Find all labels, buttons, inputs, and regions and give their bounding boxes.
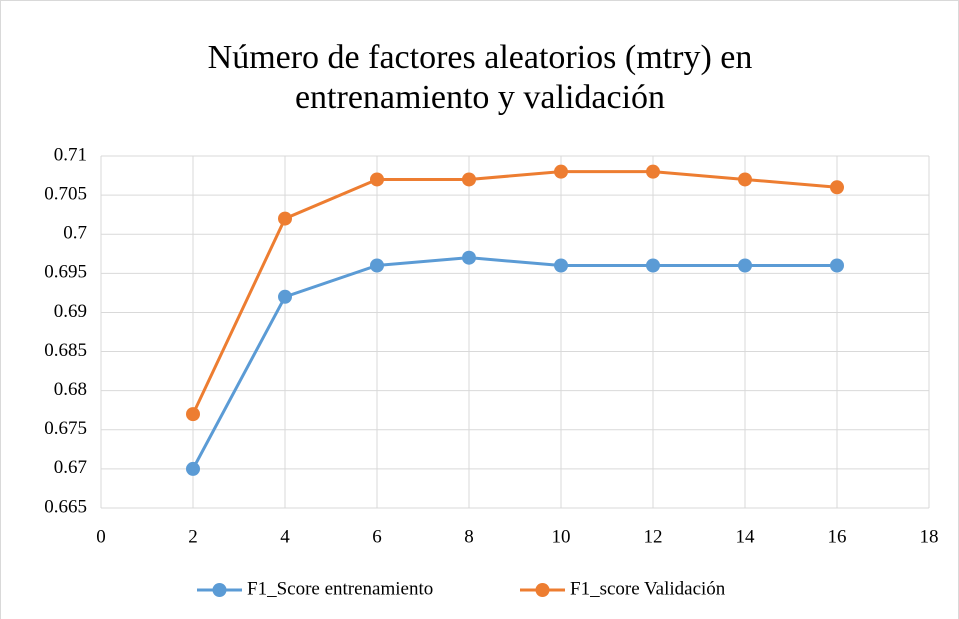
legend-label: F1_score Validación [570, 578, 726, 599]
data-point [462, 172, 476, 187]
data-point [278, 289, 292, 304]
y-tick-label: 0.69 [54, 301, 87, 322]
data-point [278, 211, 292, 226]
data-point [554, 164, 568, 179]
y-tick-label: 0.665 [44, 496, 87, 517]
data-point [186, 461, 200, 476]
data-point [370, 258, 384, 273]
data-point [830, 180, 844, 195]
y-tick-label: 0.685 [44, 340, 87, 361]
data-point [186, 407, 200, 422]
x-tick-label: 4 [280, 526, 290, 547]
chart-title: entrenamiento y validación [295, 79, 665, 116]
data-point [646, 164, 660, 179]
x-tick-label: 12 [644, 526, 663, 547]
series-line [191, 256, 837, 470]
data-point [738, 172, 752, 187]
legend-label: F1_Score entrenamiento [247, 578, 433, 599]
x-tick-label: 10 [552, 526, 571, 547]
y-tick-label: 0.67 [54, 457, 87, 478]
x-tick-label: 2 [188, 526, 198, 547]
y-tick-label: 0.68 [54, 379, 87, 400]
chart-title: Número de factores aleatorios (mtry) en [208, 39, 753, 76]
data-point [738, 258, 752, 273]
x-tick-label: 18 [920, 526, 939, 547]
x-tick-label: 16 [828, 526, 847, 547]
y-tick-label: 0.675 [44, 418, 87, 439]
x-tick-label: 6 [372, 526, 382, 547]
series-line [191, 170, 838, 415]
y-tick-label: 0.705 [44, 183, 87, 204]
y-tick-label: 0.71 [54, 144, 87, 165]
data-point [830, 258, 844, 273]
data-point [554, 258, 568, 273]
data-point [370, 172, 384, 187]
legend-marker [535, 583, 550, 597]
y-tick-label: 0.7 [63, 223, 87, 244]
data-point [646, 258, 660, 273]
legend-marker [212, 583, 227, 597]
data-point [462, 250, 476, 265]
x-tick-label: 8 [464, 526, 474, 547]
x-tick-label: 14 [736, 526, 756, 547]
y-tick-label: 0.695 [44, 262, 87, 283]
x-tick-label: 0 [96, 526, 106, 547]
